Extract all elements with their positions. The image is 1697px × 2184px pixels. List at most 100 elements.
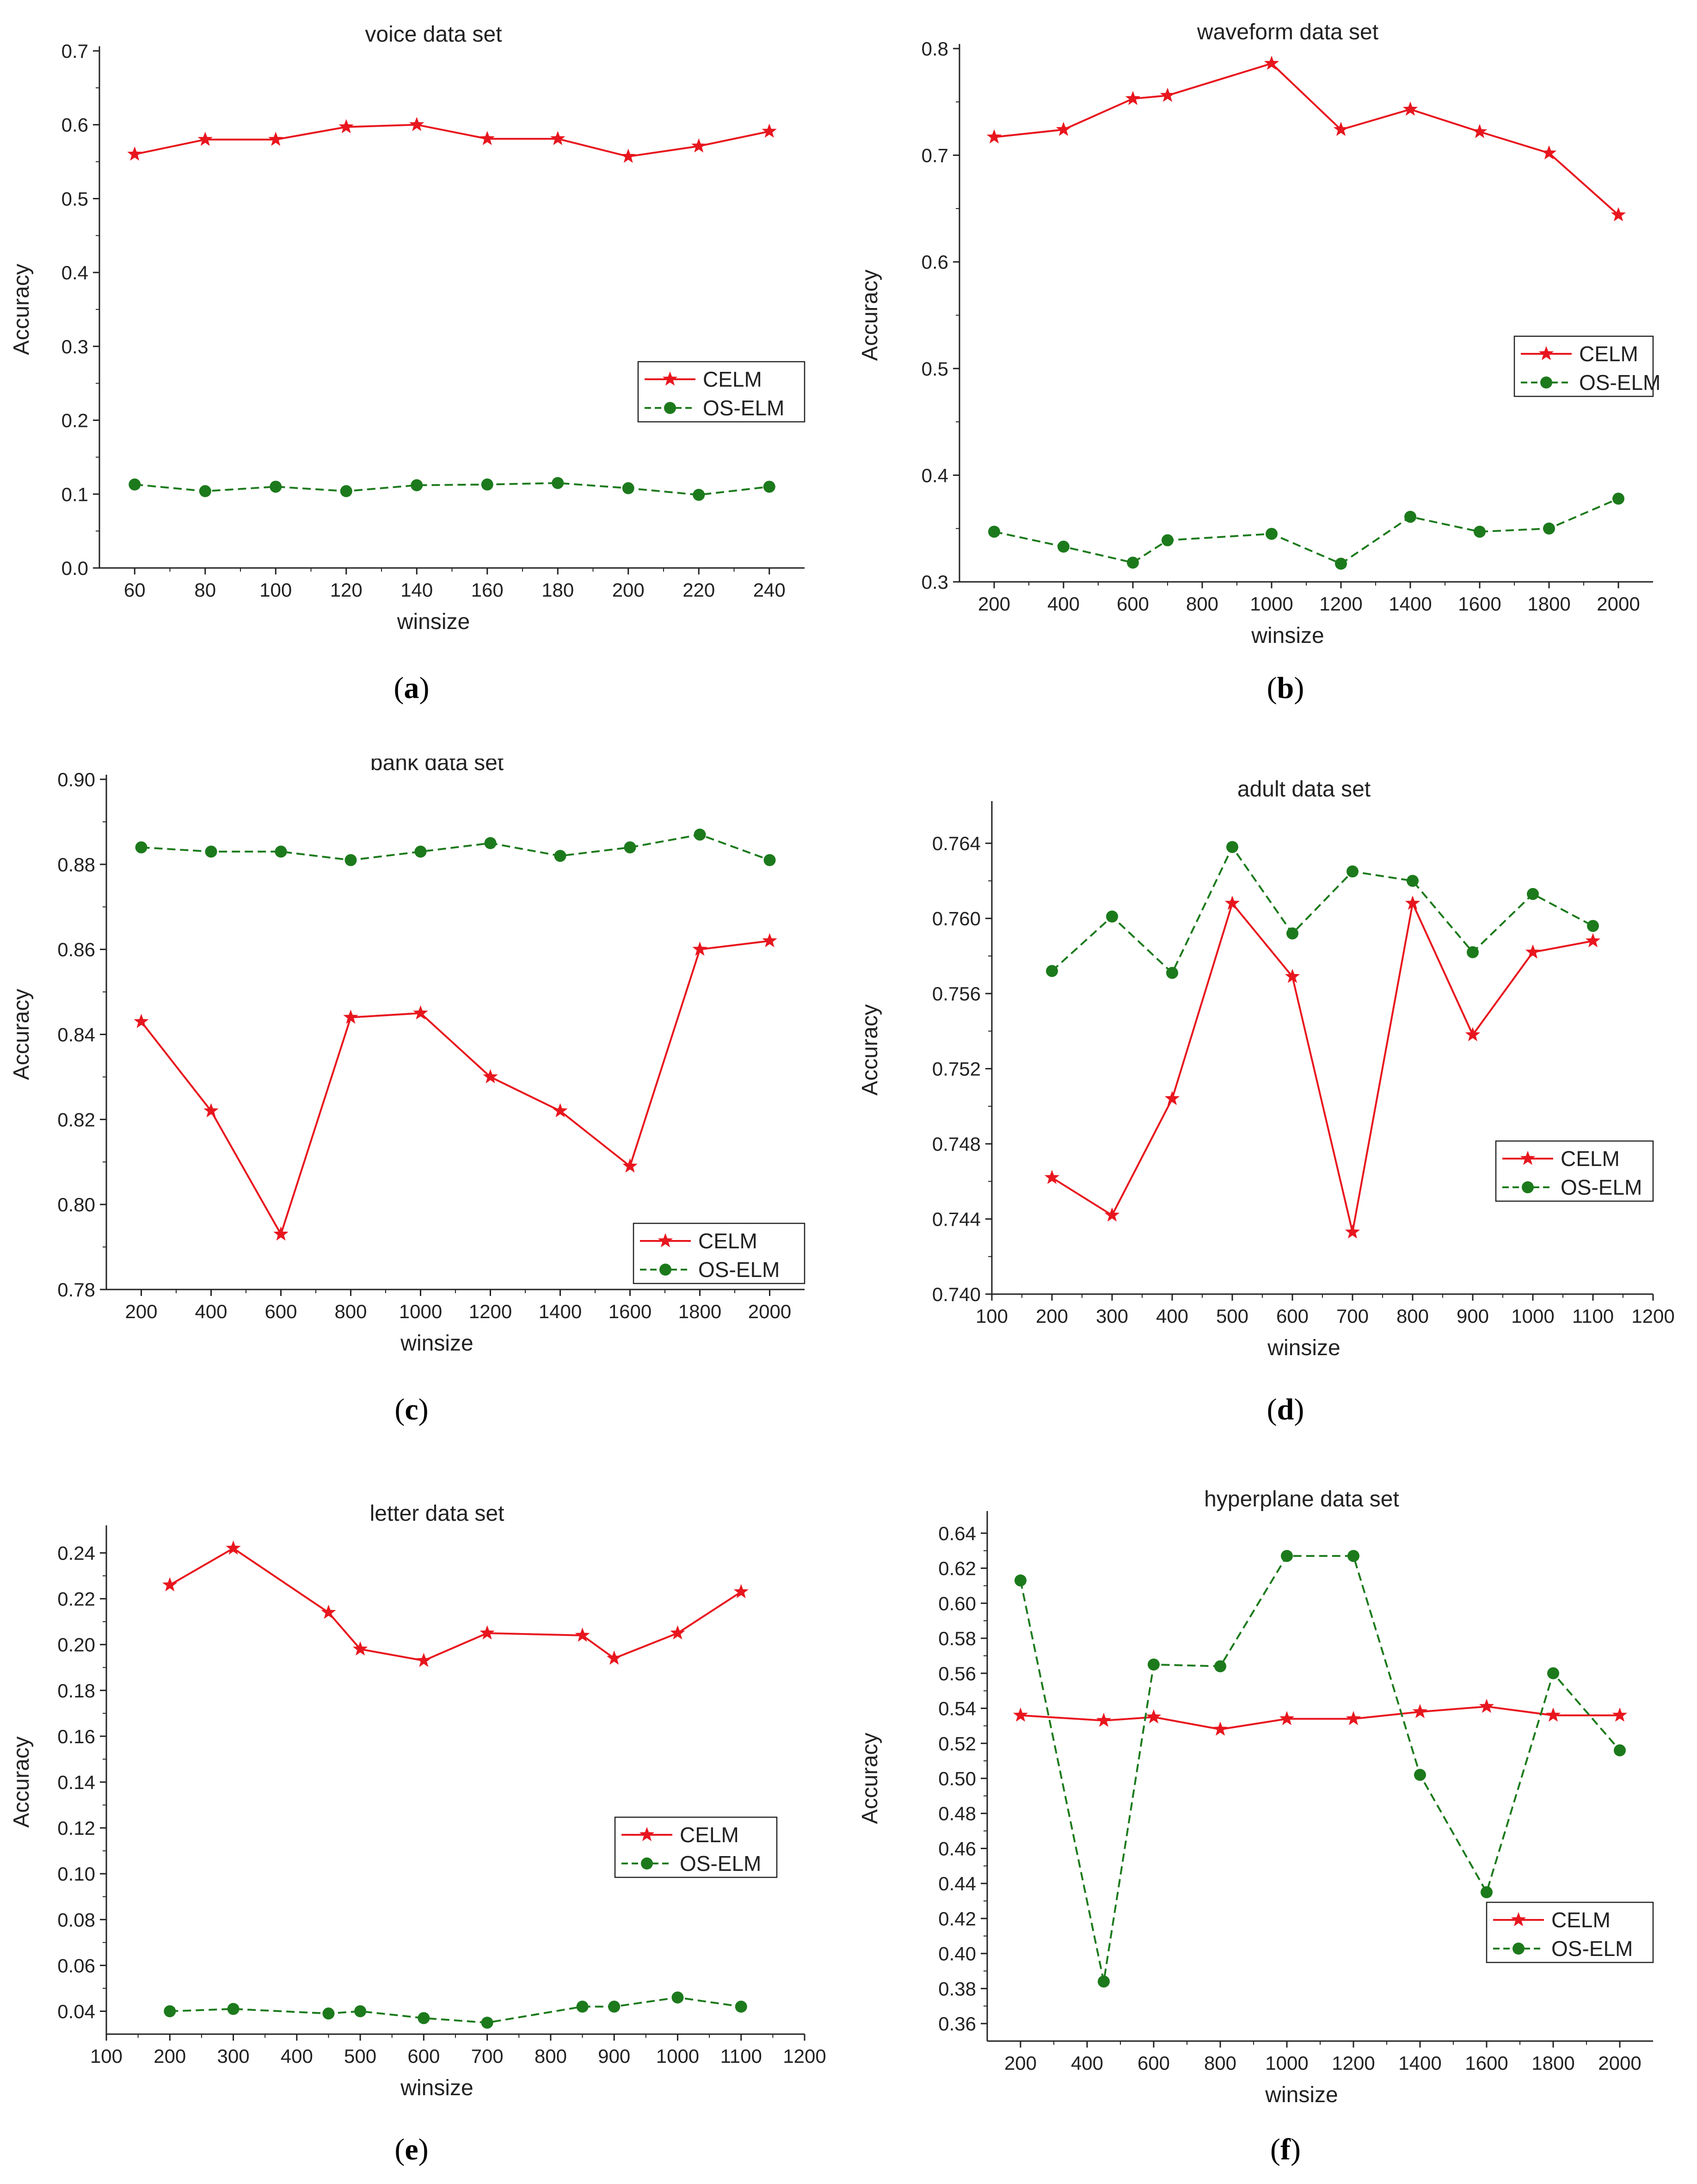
caption-a-letter: a [404,671,419,705]
y-tick-label-0_46: 0.46 [938,1838,976,1859]
data-point-os-elm-1000 [414,845,427,858]
chart-title: hyperplane data set [1204,1487,1399,1512]
series-line-celm [134,123,770,158]
data-point-celm-600 [416,1653,431,1667]
data-point-os-elm-200 [164,2005,176,2017]
y-axis-label: Accuracy [858,1733,882,1824]
y-tick-label-0_24: 0.24 [57,1542,95,1564]
data-point-celm-1800 [1545,1707,1561,1722]
data-point-os-elm-700 [1347,865,1359,878]
data-point-os-elm-600 [1127,556,1139,569]
data-point-os-elm-400 [1058,540,1070,553]
data-point-celm-100 [268,131,283,146]
chart-title: waveform data set [1197,20,1378,44]
data-point-celm-900 [607,1650,622,1665]
data-point-celm-180 [550,131,566,145]
data-point-os-elm-1200 [1347,1550,1359,1562]
x-tick-label-600: 600 [1137,2052,1170,2074]
y-tick-label-0_12: 0.12 [57,1817,95,1839]
data-point-celm-700 [480,1625,495,1640]
x-tick-label-1200: 1200 [1332,2052,1375,2074]
caption-c: (c) [394,1393,429,1426]
y-tick-label-0_78: 0.78 [57,1279,95,1301]
y-tick-label-0_08: 0.08 [57,1909,95,1931]
x-tick-label-400: 400 [281,2045,313,2067]
legend-marker-celm [1511,1912,1526,1926]
x-tick-label-200: 200 [978,593,1010,615]
data-point-os-elm-1800 [1543,522,1555,535]
data-point-os-elm-200 [988,525,1000,538]
y-tick-label-0_2: 0.2 [61,410,88,432]
y-tick-label-0_4: 0.4 [922,464,948,486]
data-point-celm-1000 [1264,56,1279,70]
data-point-os-elm-300 [1106,910,1118,923]
chart-title: bank data set [370,759,504,775]
x-tick-label-600: 600 [1276,1305,1309,1327]
data-point-os-elm-1000 [1527,888,1539,900]
x-tick-label-600: 600 [264,1301,297,1322]
data-point-os-elm-600 [1148,1658,1160,1671]
data-point-celm-1100 [1585,933,1601,948]
data-point-os-elm-1100 [735,2000,747,2013]
x-tick-label-1600: 1600 [1465,2052,1508,2074]
y-tick-label-0_36: 0.36 [938,2013,976,2035]
y-tick-label-0_5: 0.5 [61,188,88,210]
x-tick-label-1600: 1600 [1458,593,1501,615]
x-tick-label-600: 600 [407,2045,440,2067]
y-axis-label: Accuracy [9,1736,34,1827]
x-tick-label-800: 800 [535,2045,567,2067]
data-point-celm-200 [1013,1707,1028,1722]
caption-b: (b) [1267,671,1304,705]
x-tick-label-500: 500 [1216,1305,1248,1327]
data-point-celm-1000 [413,1005,428,1020]
data-point-celm-140 [409,117,424,131]
x-axis-label: winsize [1251,623,1324,648]
x-axis-label: winsize [1265,2083,1338,2107]
data-point-celm-1600 [1472,123,1488,138]
data-point-celm-1400 [1402,101,1418,116]
data-point-celm-1800 [1541,145,1557,160]
data-point-os-elm-2000 [1612,493,1624,505]
legend-marker-celm [1520,1151,1536,1165]
x-tick-label-1800: 1800 [1531,2052,1574,2074]
data-point-os-elm-220 [693,488,705,501]
x-tick-label-300: 300 [217,2045,250,2067]
x-tick-label-500: 500 [344,2045,376,2067]
y-axis-label: Accuracy [858,1004,882,1095]
data-point-celm-1800 [692,941,707,956]
x-tick-label-700: 700 [1336,1305,1369,1327]
series-line-os-elm [141,833,770,861]
data-point-os-elm-900 [608,2000,621,2013]
y-axis-label: Accuracy [858,270,882,361]
y-tick-label-0_56: 0.56 [938,1663,976,1684]
data-point-celm-300 [226,1540,241,1555]
caption-d-letter: d [1277,1393,1294,1426]
data-point-celm-240 [762,123,777,138]
legend-box [1495,1140,1654,1202]
data-point-celm-400 [203,1103,219,1117]
data-point-os-elm-900 [1467,946,1479,958]
data-point-celm-800 [343,1009,358,1024]
data-point-os-elm-1200 [484,837,497,849]
y-tick-label-0_58: 0.58 [938,1628,976,1649]
legend-marker-os-elm [1522,1181,1534,1193]
data-point-celm-200 [986,129,1002,144]
data-point-celm-120 [338,119,354,134]
legend-label-celm: CELM [1579,342,1638,366]
data-point-os-elm-1100 [1587,919,1599,932]
legend-label-os-elm: OS-ELM [1579,370,1660,395]
chart-e: letter data set 0.04 0.06 0.08 0.10 0.12 0.14 0… [9,1501,826,2100]
x-tick-label-240: 240 [753,579,786,601]
x-tick-label-120: 120 [330,579,363,601]
legend-marker-os-elm [664,402,676,414]
series-line-os-elm [1051,845,1593,975]
x-tick-label-700: 700 [471,2045,504,2067]
data-point-os-elm-600 [1286,927,1298,940]
y-tick-label-0_64: 0.64 [938,1523,976,1544]
data-point-celm-400 [1056,122,1071,136]
data-point-os-elm-700 [1162,534,1174,547]
caption-e: (e) [394,2133,429,2166]
y-tick-label-0_5: 0.50 [938,1768,976,1789]
y-tick-label-0_52: 0.52 [938,1733,976,1754]
data-point-os-elm-1800 [1547,1667,1559,1679]
